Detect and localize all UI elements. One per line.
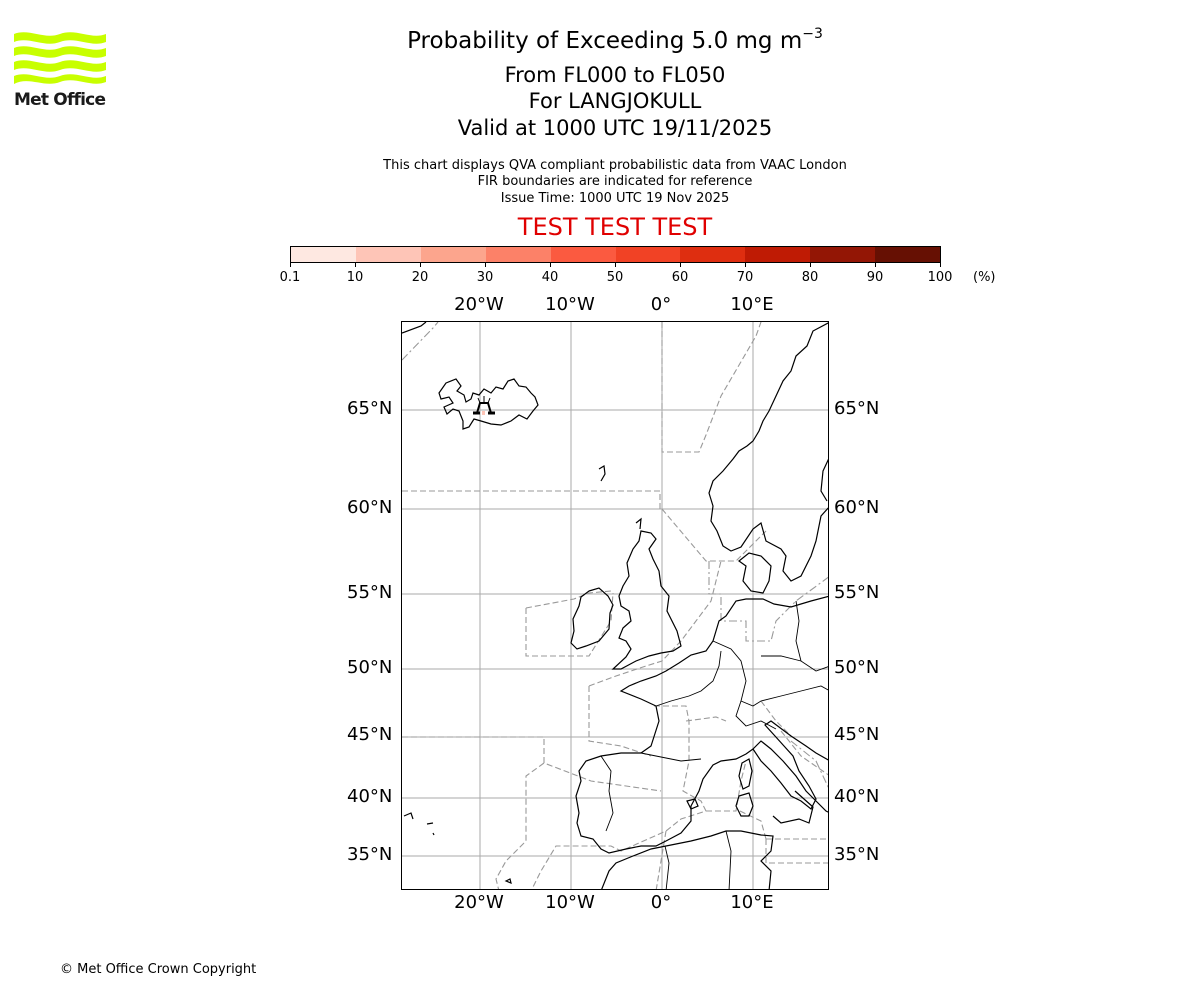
lat-label-right: 35°N [834,844,880,865]
lon-label-bottom: 20°W [454,892,504,913]
colorbar-segment-80-90 [810,247,876,262]
lon-label-top: 10°W [545,294,595,315]
colorbar-tick [550,263,551,267]
issue-time: Issue Time: 1000 UTC 19 Nov 2025 [500,191,730,206]
lon-label-bottom: 10°W [545,892,595,913]
lon-label-top: 0° [650,294,672,315]
probability-patch [482,411,485,415]
colorbar-segment-50-60 [615,247,681,262]
flight-level-range: From FL000 to FL050 [504,63,726,87]
colorbar-label: 40 [541,270,559,285]
coastlines [402,322,828,889]
colorbar-label: 30 [476,270,494,285]
volcano-name: For LANGJOKULL [528,89,702,113]
colorbar-label: 20 [411,270,429,285]
met-office-logo: Met Office [14,30,108,112]
lat-label-left: 60°N [347,497,393,518]
colorbar-tick [875,263,876,267]
fir-note: FIR boundaries are indicated for referen… [477,174,753,189]
lat-label-right: 55°N [834,582,880,603]
colorbar-label: 90 [866,270,884,285]
lat-label-left: 40°N [347,786,393,807]
colorbar [290,246,941,263]
colorbar-tick [355,263,356,267]
lat-label-right: 60°N [834,497,880,518]
colorbar-segment-0-10 [291,247,356,262]
colorbar-segment-20-30 [420,247,486,262]
test-banner: TEST TEST TEST [517,213,713,241]
description-line: This chart displays QVA compliant probab… [383,158,847,173]
colorbar-label: 70 [736,270,754,285]
colorbar-label: 60 [671,270,689,285]
colorbar-segment-30-40 [485,247,551,262]
colorbar-label: 80 [801,270,819,285]
colorbar-segment-10-20 [355,247,421,262]
colorbar-label: 10 [346,270,364,285]
colorbar-label: 50 [606,270,624,285]
lon-label-top: 10°E [730,294,774,315]
colorbar-tick [485,263,486,267]
colorbar-tick [290,263,291,267]
colorbar-tick [940,263,941,267]
logo-text: Met Office [14,90,106,110]
colorbar-segment-40-50 [550,247,616,262]
lon-label-bottom: 0° [650,892,672,913]
map-panel[interactable] [401,321,829,890]
lon-label-top: 20°W [454,294,504,315]
lat-label-right: 40°N [834,786,880,807]
lat-label-right: 45°N [834,724,880,745]
map-canvas [402,322,828,889]
met-office-wave-logo-icon [14,32,106,84]
colorbar-tick [615,263,616,267]
colorbar-tick [680,263,681,267]
lat-label-left: 65°N [347,398,393,419]
title-main: Probability of Exceeding 5.0 mg m [407,28,803,54]
fir-boundaries [402,322,828,889]
copyright-footer: © Met Office Crown Copyright [60,962,257,977]
colorbar-label: 0.1 [279,270,301,285]
colorbar-tick [420,263,421,267]
lat-label-left: 45°N [347,724,393,745]
lat-label-right: 65°N [834,398,880,419]
colorbar-unit: (%) [973,270,996,285]
valid-time: Valid at 1000 UTC 19/11/2025 [457,116,773,140]
colorbar-tick [745,263,746,267]
lat-label-right: 50°N [834,657,880,678]
lon-label-bottom: 10°E [730,892,774,913]
lat-label-left: 55°N [347,582,393,603]
country-borders [600,600,828,889]
lat-label-left: 50°N [347,657,393,678]
graticule [402,322,828,889]
colorbar-segment-60-70 [680,247,746,262]
colorbar-segment-70-80 [745,247,811,262]
chart-title: Probability of Exceeding 5.0 mg m−3 [0,26,1200,54]
colorbar-segment-90-100 [875,247,941,262]
colorbar-label: 100 [927,270,953,285]
volcano-icon [473,396,495,415]
colorbar-tick [810,263,811,267]
lat-label-left: 35°N [347,844,393,865]
title-superscript: −3 [802,26,823,42]
